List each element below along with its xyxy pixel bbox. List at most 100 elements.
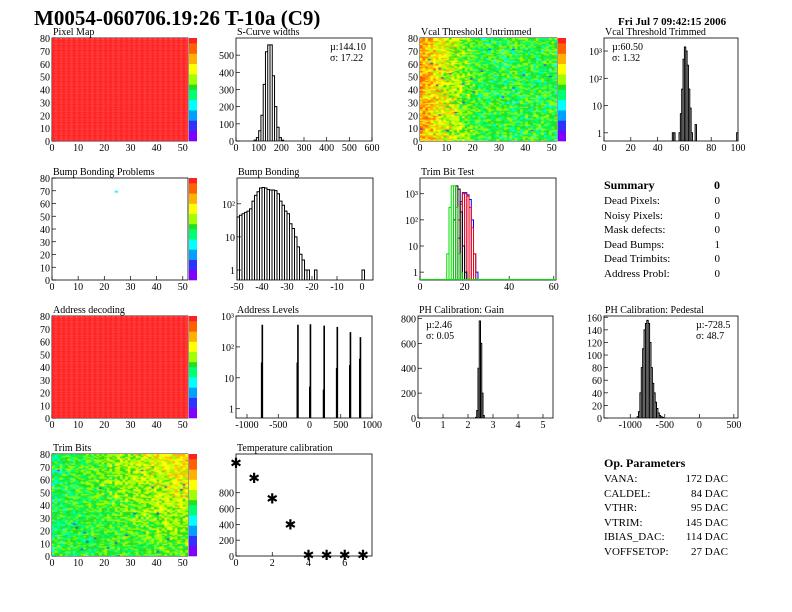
x-tick-label: 0 [697, 420, 702, 431]
x-tick-label: -10 [330, 282, 343, 293]
x-tick-label: 0 [602, 143, 607, 154]
x-tick-label: 10 [73, 143, 83, 154]
colorbar-cell [189, 68, 197, 75]
x-tick-label: -500 [656, 420, 674, 431]
y-tick-label: 1 [413, 268, 418, 279]
y-tick-label: 10³ [221, 312, 234, 323]
panel-vcal-trimmed: Vcal Threshold Trimmed 0 20 40 60 80 100 1 10 10²… [589, 27, 746, 154]
histogram-series-0 [260, 324, 362, 418]
stats-label: µ:2.46 [426, 320, 452, 331]
colorbar-cell [189, 545, 197, 552]
colorbar-cell [189, 110, 197, 116]
y-tick-label: 40 [40, 86, 50, 97]
summary-table: Summary 0 Dead Pixels: 0 Noisy Pixels: 0 Mask… [604, 178, 720, 282]
colorbar-cell [189, 135, 197, 142]
data-point-star: ✱ [266, 493, 278, 508]
y-tick-label: 300 [219, 86, 234, 97]
y-tick-label: 80 [40, 34, 50, 45]
y-tick-label: 0 [45, 414, 50, 425]
y-tick-label: 20 [408, 111, 418, 122]
x-tick-label: 50 [178, 420, 188, 431]
x-tick-label: 3 [491, 420, 496, 431]
y-tick-label: 200 [401, 389, 416, 400]
row-label: VANA: [604, 473, 638, 485]
x-tick-label: 300 [297, 143, 312, 154]
histogram-series-3 [446, 185, 463, 280]
x-tick-label: 40 [152, 143, 162, 154]
x-tick-label: 20 [460, 282, 470, 293]
colorbar-cell [558, 48, 566, 54]
y-tick-label: 50 [40, 488, 50, 499]
colorbar-cell [189, 239, 197, 245]
colorbar-cell [189, 84, 197, 90]
y-tick-label: 60 [408, 60, 418, 71]
panel-address-levels: Address Levels -1000 -500 0 500 1000 1 10 10² 10³ [221, 305, 382, 431]
y-tick-label: 0 [45, 276, 50, 287]
histogram-series-1 [457, 193, 477, 280]
colorbar-cell [189, 326, 197, 332]
y-tick-label: 100 [587, 351, 602, 362]
y-tick-label: 50 [408, 73, 418, 84]
colorbar-cell [189, 494, 197, 501]
y-tick-label: 30 [408, 98, 418, 109]
y-tick-label: 40 [408, 86, 418, 97]
panel-bump-bonding: Bump Bonding -50 -40 -30 -20 -10 0 1 10 10² [222, 167, 374, 293]
colorbar-cell [189, 454, 197, 460]
histogram-series-0 [475, 320, 485, 418]
y-tick-label: 20 [40, 527, 50, 538]
x-tick-label: 10 [73, 558, 83, 569]
row-label: VOFFSETOP: [604, 545, 669, 558]
y-tick-label: 10 [40, 539, 50, 550]
x-tick-label: 30 [494, 143, 504, 154]
colorbar-cell [189, 203, 197, 209]
row-label: Address Probl: [604, 267, 670, 280]
op-parameters-table: Op. Parameters VANA: 172 DAC CALDEL: 84 DAC… [604, 456, 728, 560]
plot-frame [235, 453, 373, 557]
stats-label: σ: 1.32 [612, 53, 640, 64]
panel-title: Trim Bits [53, 443, 91, 454]
colorbar-cell [189, 115, 197, 121]
colorbar-cell [189, 510, 197, 516]
y-tick-label: 0 [45, 137, 50, 148]
row-label: VTRIM: [604, 516, 643, 529]
summary-title: Summary [604, 178, 655, 192]
colorbar-cell [189, 63, 197, 70]
y-tick-label: 400 [219, 520, 234, 531]
colorbar-cell [189, 520, 197, 526]
y-tick-label: 40 [40, 501, 50, 512]
table-row: Dead Pixels: 0 [604, 195, 720, 210]
panel-ph-gain: PH Calibration: Gain 0 1 2 3 4 5 0 200 400 600 800 µ… [401, 305, 554, 431]
x-tick-label: 1 [441, 420, 446, 431]
heatmap-address-decoding [52, 316, 188, 418]
colorbar-cell [189, 459, 197, 465]
colorbar-cell [189, 530, 197, 536]
colorbar-cell [558, 79, 566, 85]
colorbar-cell [189, 74, 197, 80]
colorbar-cell [189, 43, 197, 49]
colorbar-cell [558, 110, 566, 116]
colorbar-cell [189, 234, 197, 240]
data-point-star: ✱ [285, 518, 297, 533]
x-tick-label: 20 [99, 282, 109, 293]
plot-frame [419, 177, 557, 281]
y-tick-label: 50 [40, 350, 50, 361]
x-tick-label: 6 [342, 558, 347, 569]
x-tick-label: 0 [50, 420, 55, 431]
x-tick-label: 500 [342, 143, 357, 154]
colorbar-cell [189, 377, 197, 383]
colorbar-cell [558, 89, 566, 95]
y-tick-label: 60 [40, 338, 50, 349]
table-row: Dead Trimbits: 0 [604, 253, 720, 268]
y-tick-label: 1 [597, 129, 602, 140]
row-label: Dead Pixels: [604, 195, 660, 207]
y-tick-label: 30 [40, 98, 50, 109]
y-tick-label: 0 [413, 137, 418, 148]
x-tick-label: 30 [125, 558, 135, 569]
panel-title: Address Levels [237, 305, 299, 316]
colorbar-cell [189, 351, 197, 358]
y-tick-label: 30 [40, 238, 50, 249]
y-tick-label: 10 [40, 401, 50, 412]
y-tick-label: 10 [225, 233, 235, 244]
colorbar-cell [189, 341, 197, 347]
y-tick-label: 70 [40, 325, 50, 336]
